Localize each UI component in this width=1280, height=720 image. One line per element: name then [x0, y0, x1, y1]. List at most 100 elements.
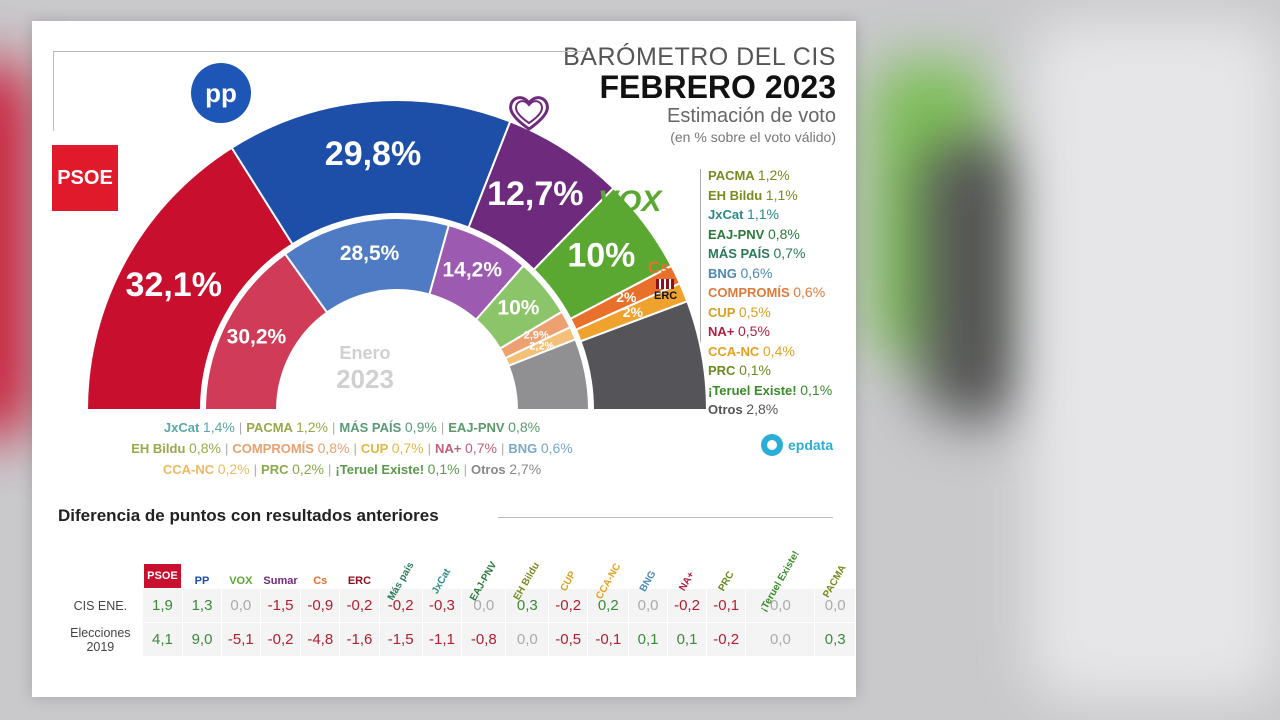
outer-label-psoe: 32,1% — [126, 266, 222, 304]
outer-label-erc: 2% — [623, 304, 644, 320]
estimate-note: (en % sobre el voto válido) — [670, 129, 836, 145]
barometer-month: FEBRERO 2023 — [599, 69, 836, 105]
legend-separator: | — [440, 420, 445, 435]
legend-bottom-name: EAJ-PNV — [448, 420, 509, 435]
legend-bottom-value: 0,7% — [391, 440, 424, 456]
table-cell: 0,1 — [629, 623, 667, 656]
legend-right-name: PACMA — [708, 168, 758, 183]
legend-right-name: Otros — [708, 402, 747, 417]
barometer-title: BARÓMETRO DEL CIS — [563, 43, 836, 71]
inner-label-cs: 2,9% — [524, 329, 549, 341]
table-cell: -0,9 — [301, 589, 340, 622]
legend-separator: | — [427, 441, 432, 456]
legend-right-item: NA+ 0,5% — [708, 322, 832, 342]
legend-right-value: 0,5% — [737, 323, 770, 339]
frame-line-left — [53, 51, 54, 131]
legend-bottom-line: EH Bildu 0,8% | COMPROMÍS 0,8% | CUP 0,7% | NA… — [32, 438, 672, 459]
legend-right-item: CCA-NC 0,4% — [708, 342, 832, 362]
table-column-header: ¡Teruel Existe! — [746, 549, 814, 614]
legend-right-item: JxCat 1,1% — [708, 205, 832, 225]
psoe-logo: PSOE — [52, 145, 118, 211]
table-column-header: ERC — [340, 552, 378, 588]
legend-right-name: CCA-NC — [708, 343, 763, 359]
legend-bottom-name: COMPROMÍS — [232, 441, 318, 456]
legend-bottom-name: ¡Teruel Existe! — [335, 462, 428, 477]
outer-label-sumar: 12,7% — [487, 175, 583, 213]
table-column-header: Sumar — [261, 552, 300, 588]
difference-title-rule — [498, 517, 833, 518]
legend-bottom-name: BNG — [508, 441, 541, 456]
legend-bottom-name: JxCat — [163, 420, 203, 435]
table-column-header: JxCat — [423, 552, 461, 596]
background-blur-dark — [920, 140, 1030, 420]
difference-table-title: Diferencia de puntos con resultados ante… — [58, 506, 439, 525]
sumar-heart-icon — [506, 93, 552, 133]
legend-bottom-value: 0,8% — [189, 440, 221, 456]
legend-right-name: BNG — [708, 265, 741, 281]
outer-ring-febrero — [85, 99, 709, 411]
legend-bottom-item: PRC 0,2% — [261, 461, 324, 477]
legend-bottom-item: MÁS PAÍS 0,9% — [339, 419, 436, 435]
table-column-header: CUP — [549, 552, 587, 594]
legend-right-value: 0,6% — [740, 264, 773, 281]
cs-logo: Cs — [648, 258, 670, 277]
legend-right-item: BNG 0,6% — [708, 264, 832, 284]
legend-bottom-value: 0,8% — [317, 440, 350, 456]
table-column-label: VOX — [229, 575, 253, 587]
table-row: CIS ENE. 1,9 1,3 0,0 -1,5 -0,9 -0,2 -0,2 -0,3 0,0… — [59, 589, 855, 622]
legend-right-value: 0,7% — [773, 245, 806, 261]
legend-bottom-value: 0,2% — [217, 461, 250, 477]
legend-separator: | — [332, 420, 336, 435]
legend-bottom-item: EH Bildu 0,8% — [131, 440, 221, 456]
legend-right-item: EAJ-PNV 0,8% — [708, 225, 832, 245]
legend-bottom-item: ¡Teruel Existe! 0,1% — [335, 461, 460, 477]
legend-right-value: 0,1% — [739, 362, 771, 378]
legend-right-item: PACMA 1,2% — [708, 166, 832, 186]
table-column-label: PSOE — [144, 564, 181, 588]
table-cell: -0,1 — [707, 589, 746, 622]
inner-ring-enero — [203, 217, 591, 411]
table-column-header: EH Bildu — [506, 552, 548, 603]
inner-label-psoe: 30,2% — [227, 325, 287, 348]
legend-separator: | — [463, 462, 467, 477]
table-row-label: Elecciones 2019 — [59, 623, 142, 656]
heart-icon — [509, 96, 549, 131]
legend-right-item: PRC 0,1% — [708, 361, 832, 381]
erc-logo-text: ERC — [654, 290, 678, 302]
table-cell: 0,1 — [667, 623, 707, 656]
legend-right-item: MÁS PAÍS 0,7% — [708, 244, 832, 264]
table-cell: 0,3 — [815, 623, 855, 656]
table-cell: 4,1 — [142, 623, 183, 656]
epdata-icon — [761, 434, 783, 456]
frame-line-right — [700, 169, 701, 407]
table-cell: 0,0 — [815, 589, 855, 622]
legend-bottom-value: 0,6% — [540, 440, 573, 456]
legend-bottom-name: PACMA — [246, 420, 297, 435]
table-column-label: Cs — [313, 575, 328, 587]
legend-bottom-value: 0,1% — [427, 461, 460, 477]
table-cell: 9,0 — [183, 623, 221, 656]
legend-right-name: JxCat — [708, 207, 748, 222]
legend-bottom-line: CCA-NC 0,2% | PRC 0,2% | ¡Teruel Existe! 0,1… — [32, 459, 672, 480]
table-cell: -0,1 — [588, 623, 629, 656]
legend-right-name: EAJ-PNV — [708, 226, 768, 242]
legend-right-name: CUP — [708, 304, 739, 320]
legend-right-value: 0,6% — [793, 284, 826, 300]
legend-separator: | — [253, 462, 258, 477]
estimate-caption: Estimación de voto — [667, 105, 836, 127]
inner-label-pp: 28,5% — [340, 242, 400, 265]
legend-bottom-line: JxCat 1,4% | PACMA 1,2% | MÁS PAÍS 0,9% | EAJ-… — [32, 417, 672, 438]
legend-bottom-item: NA+ 0,7% — [435, 440, 497, 456]
legend-right-value: 0,8% — [767, 225, 800, 242]
legend-bottom-name: CUP — [360, 441, 392, 456]
table-cell: -0,5 — [549, 623, 588, 656]
legend-bottom-name: EH Bildu — [131, 441, 190, 456]
outer-label-vox: 10% — [567, 237, 635, 275]
table-cell: -0,2 — [379, 589, 422, 622]
legend-bottom-item: CCA-NC 0,2% — [162, 461, 250, 477]
legend-bottom-name: NA+ — [435, 441, 466, 456]
table-column-header: EAJ-PNV — [462, 552, 505, 603]
table-corner — [59, 552, 142, 588]
table-cell: -1,1 — [422, 623, 462, 656]
legend-bottom-name: CCA-NC — [162, 462, 218, 477]
